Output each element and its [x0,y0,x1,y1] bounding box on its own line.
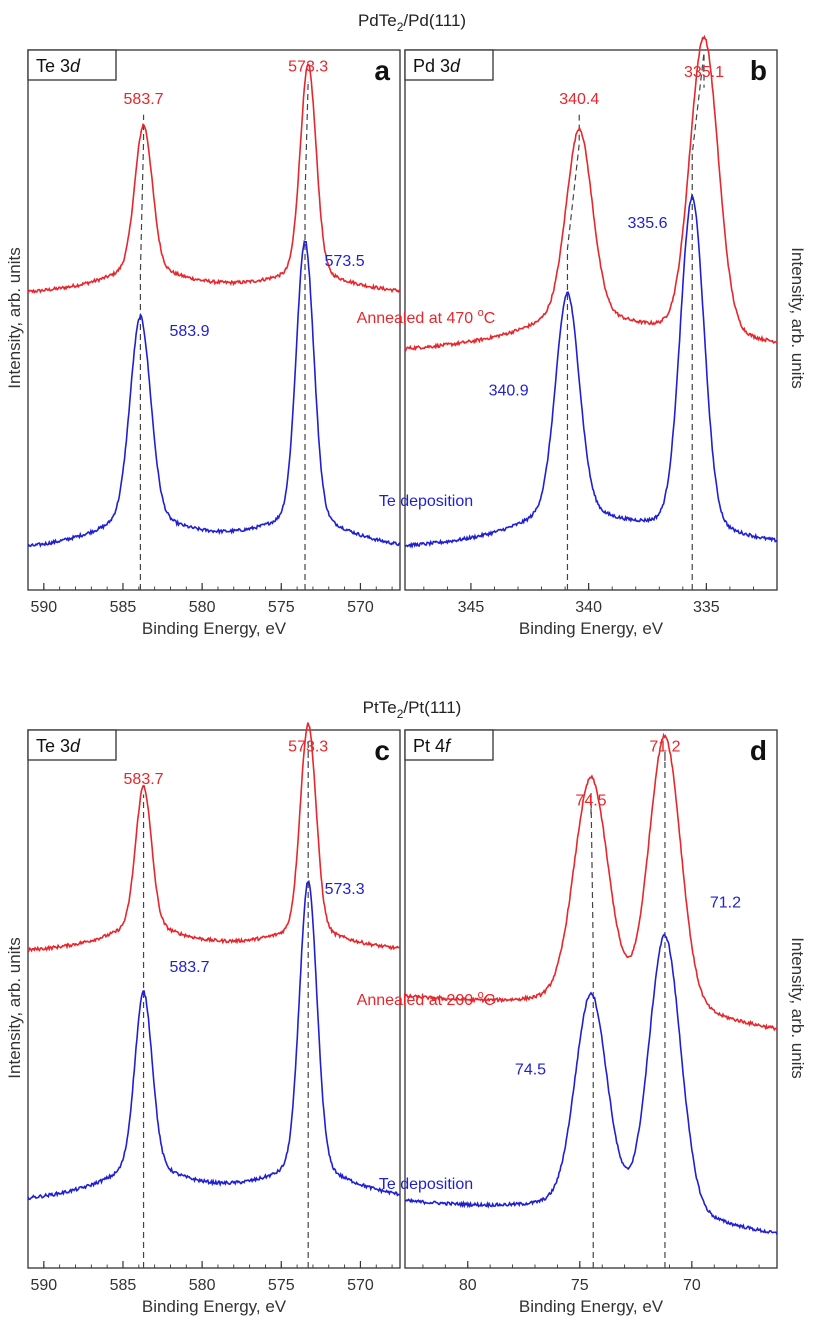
panel-d: Pt 4f d 80 75 70 Binding Energy, eV 74.5 71.2 74… [404,729,778,1316]
xlabel-b: Binding Energy, eV [519,619,664,638]
xtick-label-b-335: 335 [693,599,720,616]
spectrum-deposition-b [404,192,778,549]
panel-letter-a: a [374,55,390,86]
spectrum-annealed-a [27,63,401,294]
panel-c: Te 3d c 590 585 580 575 570 Binding Energy, eV 5… [27,722,401,1316]
region-box-a [27,49,117,81]
region-box-c [27,729,117,761]
peak-label-a-2: 583.9 [169,323,209,340]
panel-frame-c [27,729,401,1269]
peak-label-c-2: 583.7 [169,959,209,976]
spectrum-deposition-a [27,240,401,548]
xtick-label-b-340: 340 [575,599,602,616]
xtick-label-c-570: 570 [347,1277,374,1294]
region-box-b [404,49,494,81]
peak-label-c-3: 573.3 [325,881,365,898]
peak-label-a-0: 583.7 [124,91,164,108]
spectrum-annealed-b [404,34,778,352]
spectrum-annealed-d [404,732,778,1032]
xlabel-d: Binding Energy, eV [519,1297,664,1316]
ylabel-bottom-right: Intensity, arb. units [788,937,807,1078]
peak-label-c-1: 573.3 [288,739,328,756]
xtick-label-c-575: 575 [268,1277,295,1294]
ylabel-bottom-left: Intensity, arb. units [5,937,24,1078]
region-label-c: Te 3d [36,736,81,756]
xtick-label-c-590: 590 [30,1277,57,1294]
panel-letter-c: c [374,735,390,766]
peak-label-d-3: 71.2 [710,895,741,912]
xtick-label-a-570: 570 [347,599,374,616]
peak-label-d-1: 71.2 [649,739,680,756]
ylabel-top-right: Intensity, arb. units [788,247,807,388]
peak-label-b-1: 335.1 [684,64,724,81]
ylabel-top-left: Intensity, arb. units [5,247,24,388]
region-label-b: Pd 3d [413,56,461,76]
annotation-deposition-bottom: Te deposition [379,1176,473,1193]
peak-label-a-3: 573.5 [325,253,365,270]
panel-letter-b: b [750,55,767,86]
peak-label-b-3: 340.9 [489,383,529,400]
xtick-label-a-580: 580 [189,599,216,616]
peak-label-a-1: 573.3 [288,59,328,76]
panel-frame-a [27,49,401,591]
xtick-label-c-585: 585 [110,1277,137,1294]
xlabel-c: Binding Energy, eV [142,1297,287,1316]
spectrum-deposition-c [27,880,401,1201]
top-figure-title: PdTe2/Pd(111) [358,11,466,34]
panel-letter-d: d [750,735,767,766]
spectrum-annealed-c [27,722,401,953]
peak-guide-d-0 [590,793,594,1268]
annotation-annealed-top: Annealed at 470 oC [357,307,496,327]
xtick-label-b-345: 345 [458,599,485,616]
peak-guide-b-1 [691,52,705,590]
panel-frame-d [404,729,778,1269]
panel-a: Te 3d a 590 585 580 575 570 Binding Energy, eV 5… [27,49,401,638]
xtick-label-d-75: 75 [571,1277,589,1294]
peak-guide-a-0 [139,114,145,590]
xtick-label-d-70: 70 [683,1277,701,1294]
peak-label-d-0: 74.5 [575,792,606,809]
region-label-a: Te 3d [36,56,81,76]
peak-label-b-2: 335.6 [627,215,667,232]
xtick-label-d-80: 80 [459,1277,477,1294]
annotation-annealed-bottom: Annealed at 200 oC [357,989,496,1009]
spectrum-deposition-d [404,932,778,1235]
panel-frame-b [404,49,778,591]
peak-label-d-2: 74.5 [515,1061,546,1078]
bottom-figure-title: PtTe2/Pt(111) [363,698,462,721]
region-box-d [404,729,494,761]
peak-guide-a-1 [304,80,309,590]
xlabel-a: Binding Energy, eV [142,619,287,638]
peak-label-c-0: 583.7 [124,771,164,788]
panel-b: Pd 3d b 345 340 335 Binding Energy, eV 340.4 33… [404,34,778,638]
peak-label-b-0: 340.4 [559,91,599,108]
xtick-label-a-585: 585 [110,599,137,616]
xtick-label-a-575: 575 [268,599,295,616]
xtick-label-a-590: 590 [30,599,57,616]
annotation-deposition-top: Te deposition [379,493,473,510]
xtick-label-c-580: 580 [189,1277,216,1294]
region-label-d: Pt 4f [413,736,452,756]
